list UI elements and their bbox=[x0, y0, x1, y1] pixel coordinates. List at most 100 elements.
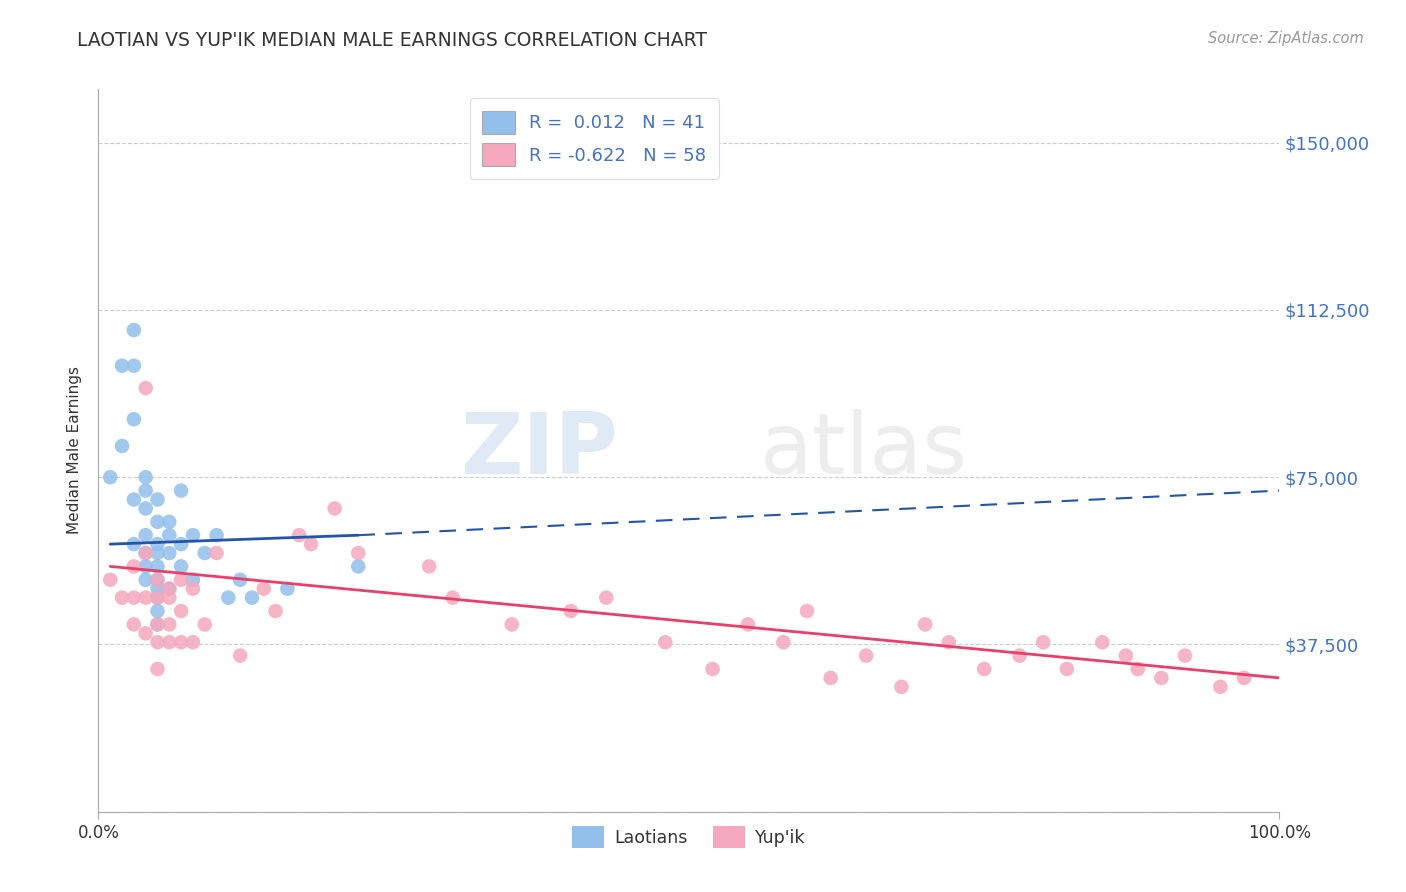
Point bbox=[170, 537, 193, 551]
Point bbox=[229, 573, 252, 587]
Point bbox=[135, 546, 157, 560]
Point bbox=[122, 537, 145, 551]
Point bbox=[122, 412, 145, 426]
Point bbox=[157, 635, 180, 649]
Point bbox=[146, 559, 169, 574]
Y-axis label: Median Male Earnings: Median Male Earnings bbox=[67, 367, 83, 534]
Text: atlas: atlas bbox=[759, 409, 967, 492]
Point bbox=[973, 662, 995, 676]
Point bbox=[157, 528, 180, 542]
Point bbox=[135, 559, 157, 574]
Point bbox=[181, 582, 204, 596]
Point bbox=[157, 582, 180, 596]
Point bbox=[111, 359, 134, 373]
Point bbox=[1032, 635, 1054, 649]
Point bbox=[194, 617, 217, 632]
Point bbox=[170, 604, 193, 618]
Point bbox=[194, 546, 217, 560]
Point bbox=[772, 635, 794, 649]
Text: ZIP: ZIP bbox=[460, 409, 619, 492]
Point bbox=[146, 492, 169, 507]
Point bbox=[146, 604, 169, 618]
Point bbox=[702, 662, 724, 676]
Point bbox=[122, 559, 145, 574]
Point bbox=[1115, 648, 1137, 663]
Text: Source: ZipAtlas.com: Source: ZipAtlas.com bbox=[1208, 31, 1364, 46]
Point bbox=[1126, 662, 1149, 676]
Point bbox=[135, 501, 157, 516]
Point bbox=[122, 492, 145, 507]
Point bbox=[1091, 635, 1114, 649]
Point bbox=[146, 573, 169, 587]
Point bbox=[135, 483, 157, 498]
Point bbox=[157, 582, 180, 596]
Point bbox=[170, 483, 193, 498]
Point bbox=[146, 617, 169, 632]
Point bbox=[288, 528, 311, 542]
Point bbox=[135, 591, 157, 605]
Point bbox=[347, 559, 370, 574]
Point bbox=[122, 617, 145, 632]
Point bbox=[181, 635, 204, 649]
Point bbox=[441, 591, 464, 605]
Point bbox=[135, 546, 157, 560]
Point bbox=[135, 573, 157, 587]
Point bbox=[135, 470, 157, 484]
Point bbox=[240, 591, 263, 605]
Point bbox=[157, 617, 180, 632]
Point bbox=[654, 635, 676, 649]
Point bbox=[146, 537, 169, 551]
Point bbox=[181, 573, 204, 587]
Point bbox=[146, 573, 169, 587]
Point bbox=[323, 501, 346, 516]
Point bbox=[1150, 671, 1173, 685]
Point bbox=[737, 617, 759, 632]
Point bbox=[855, 648, 877, 663]
Point bbox=[122, 323, 145, 337]
Point bbox=[181, 528, 204, 542]
Point bbox=[135, 528, 157, 542]
Point bbox=[1233, 671, 1256, 685]
Point bbox=[146, 591, 169, 605]
Point bbox=[170, 559, 193, 574]
Point bbox=[217, 591, 239, 605]
Point bbox=[796, 604, 818, 618]
Point bbox=[1209, 680, 1232, 694]
Point bbox=[170, 635, 193, 649]
Text: LAOTIAN VS YUP'IK MEDIAN MALE EARNINGS CORRELATION CHART: LAOTIAN VS YUP'IK MEDIAN MALE EARNINGS C… bbox=[77, 31, 707, 50]
Point bbox=[146, 582, 169, 596]
Point bbox=[157, 515, 180, 529]
Point bbox=[1008, 648, 1031, 663]
Point bbox=[157, 591, 180, 605]
Point bbox=[146, 591, 169, 605]
Point bbox=[205, 528, 228, 542]
Point bbox=[98, 573, 121, 587]
Point bbox=[1056, 662, 1078, 676]
Point bbox=[205, 546, 228, 560]
Point bbox=[122, 359, 145, 373]
Point bbox=[418, 559, 440, 574]
Point bbox=[914, 617, 936, 632]
Point bbox=[299, 537, 322, 551]
Point bbox=[1174, 648, 1197, 663]
Point bbox=[264, 604, 287, 618]
Legend: Laotians, Yup'ik: Laotians, Yup'ik bbox=[565, 819, 813, 855]
Point bbox=[146, 617, 169, 632]
Point bbox=[146, 662, 169, 676]
Point bbox=[501, 617, 523, 632]
Point bbox=[347, 546, 370, 560]
Point bbox=[135, 381, 157, 395]
Point bbox=[98, 470, 121, 484]
Point bbox=[146, 515, 169, 529]
Point bbox=[276, 582, 298, 596]
Point bbox=[170, 573, 193, 587]
Point bbox=[146, 635, 169, 649]
Point bbox=[122, 591, 145, 605]
Point bbox=[135, 626, 157, 640]
Point bbox=[253, 582, 276, 596]
Point bbox=[157, 546, 180, 560]
Point bbox=[111, 439, 134, 453]
Point bbox=[890, 680, 912, 694]
Point bbox=[595, 591, 617, 605]
Point bbox=[938, 635, 960, 649]
